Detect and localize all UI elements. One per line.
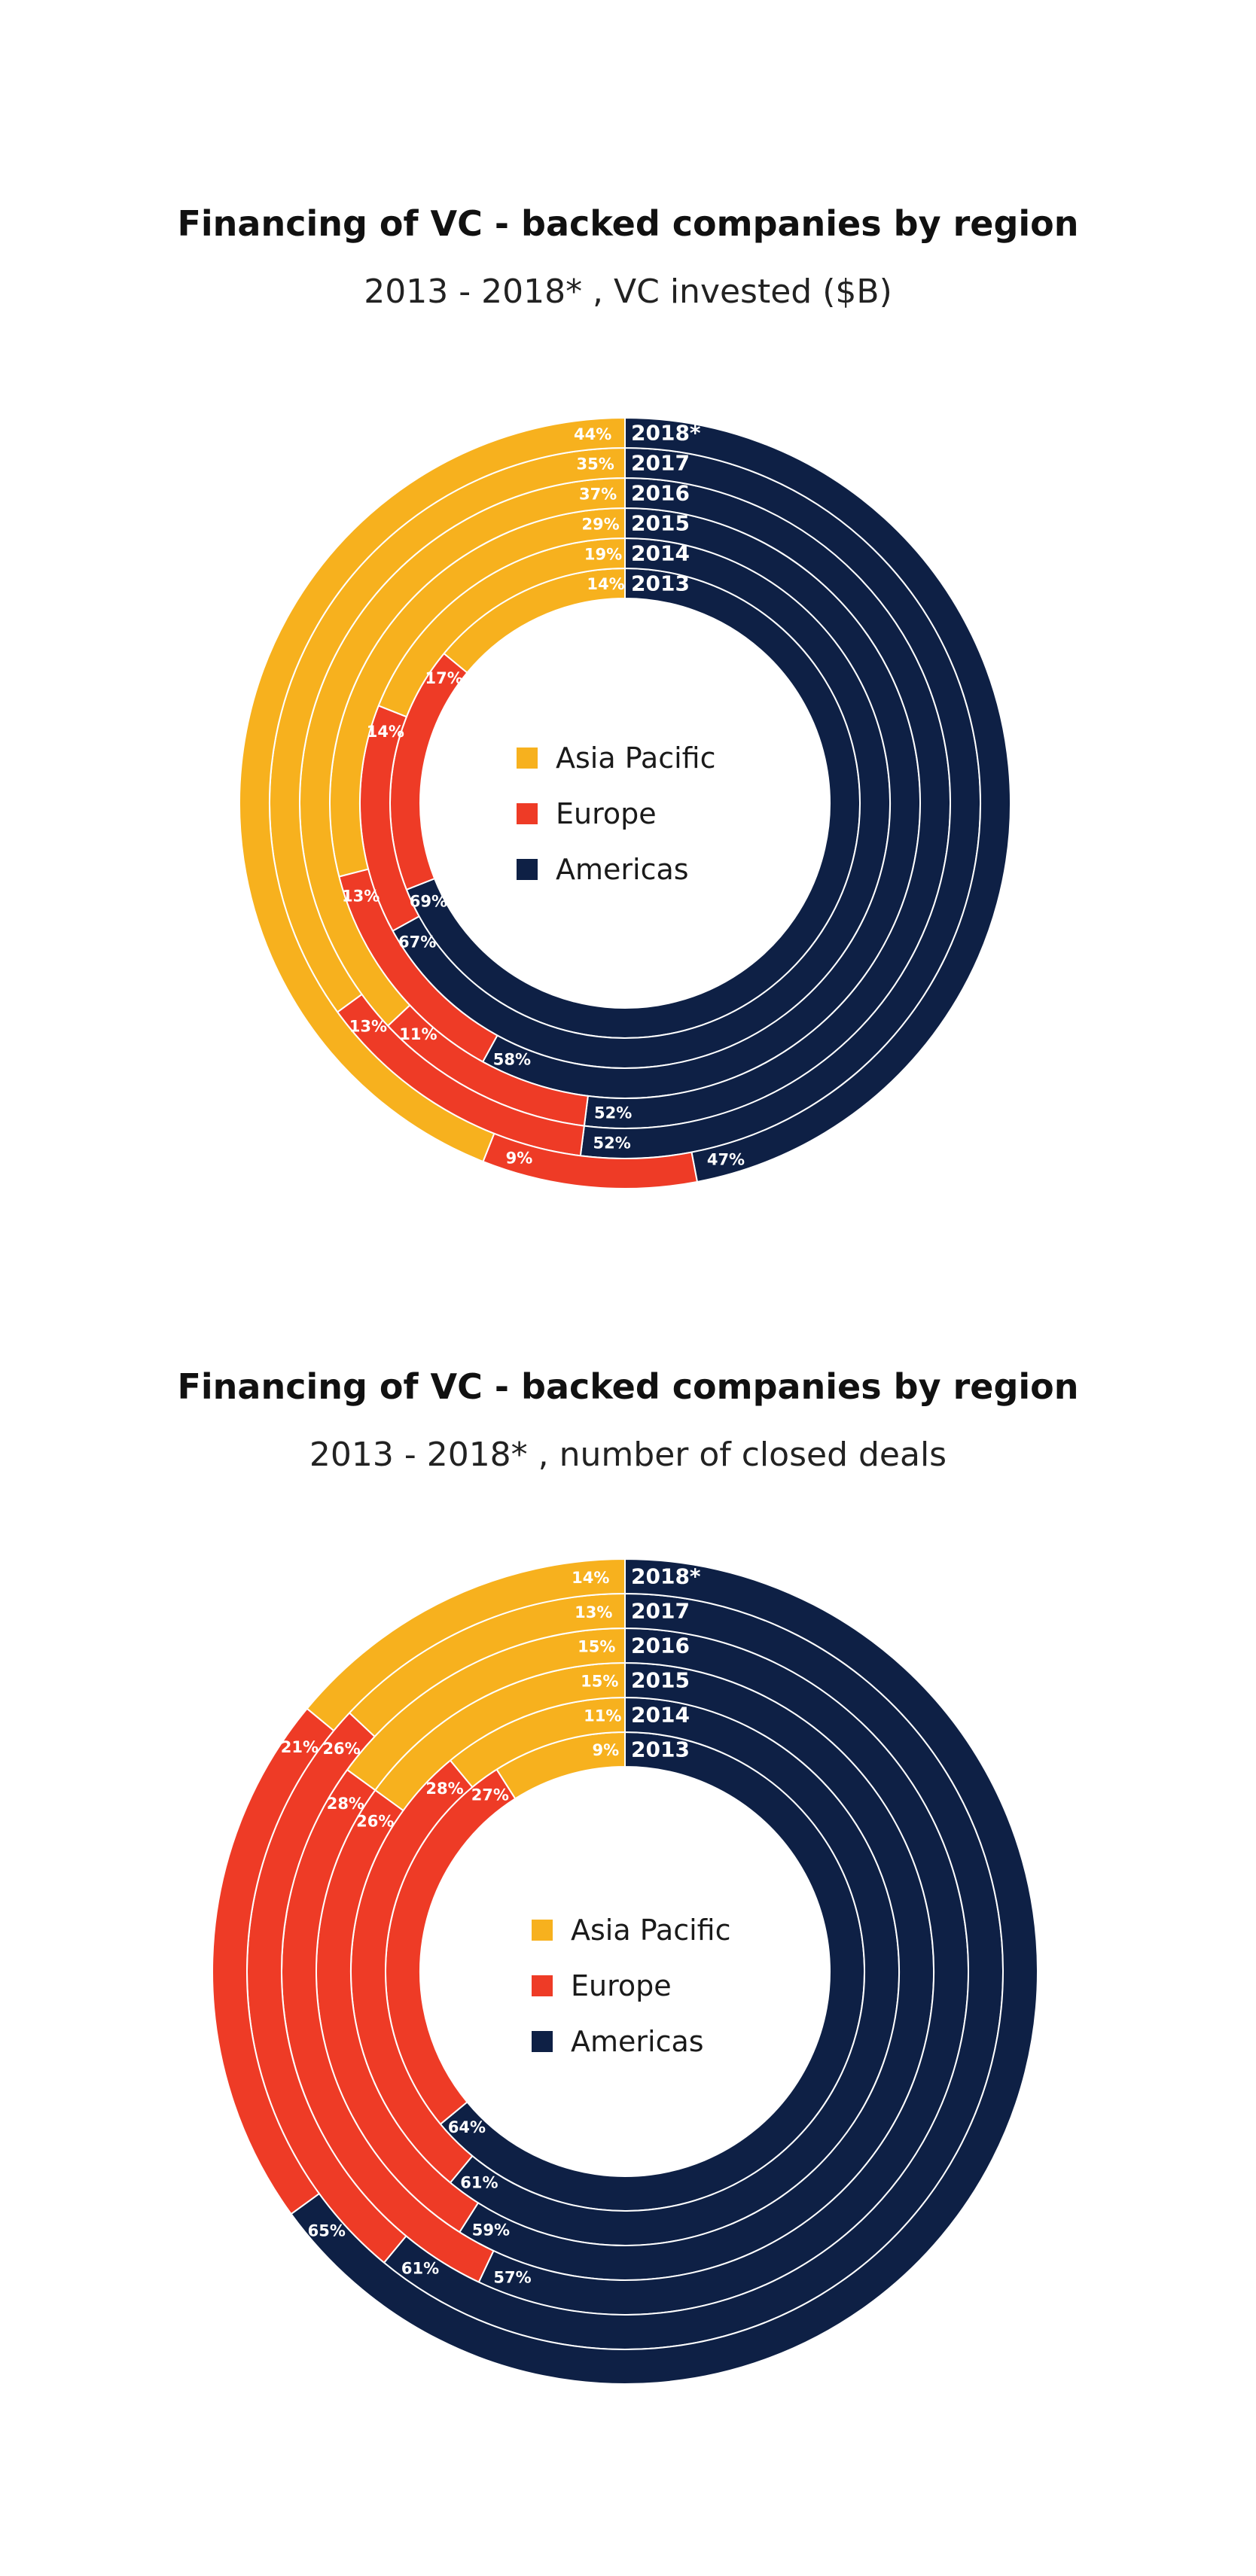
ring-year-label: 2014: [631, 1703, 690, 1728]
chart-legend: Asia Pacific Europe Americas: [517, 730, 716, 897]
chart-subtitle: 2013 - 2018* , number of closed deals: [309, 1436, 947, 1474]
legend-item-americas: Americas: [517, 842, 716, 897]
legend-swatch: [517, 803, 538, 824]
legend-label: Asia Pacific: [571, 1914, 731, 1947]
data-label-americas: 57%: [493, 2268, 531, 2286]
data-label-americas: 47%: [707, 1150, 745, 1168]
data-label-asia-pacific: 11%: [584, 1707, 621, 1725]
legend-label: Americas: [556, 853, 689, 886]
data-label-europe: 21%: [281, 1738, 319, 1756]
data-label-asia-pacific: 29%: [581, 515, 619, 533]
segment-asia-pacific-2018: [238, 416, 626, 1163]
legend-item-europe: Europe: [532, 1958, 731, 2014]
data-label-europe: 11%: [399, 1025, 437, 1043]
legend-label: Americas: [571, 2025, 704, 2058]
data-label-asia-pacific: 15%: [578, 1638, 615, 1656]
legend-swatch: [517, 748, 538, 769]
donut-chart: 69% 17% 14% 2013 67% 14% 19% 2014 58% 13% 29% 2015 5…: [238, 416, 1011, 1189]
data-label-americas: 61%: [460, 2174, 498, 2192]
data-label-americas: 52%: [593, 1134, 631, 1153]
data-label-asia-pacific: 9%: [592, 1741, 619, 1759]
donut-segments: [238, 416, 1011, 1189]
legend-label: Europe: [571, 1969, 672, 2002]
donut-segments: [212, 1557, 1038, 2385]
data-label-asia-pacific: 35%: [576, 455, 614, 473]
legend-swatch: [532, 1920, 553, 1941]
ring-year-label: 2018*: [631, 1564, 701, 1589]
donut-chart: 64% 27% 9% 2013 61% 28% 11% 2014 59% 26% 15% 2015 57…: [212, 1557, 1038, 2385]
data-label-europe: 13%: [342, 888, 380, 906]
donut-labels: 69% 17% 14% 2013 67% 14% 19% 2014 58% 13% 29% 2015 5…: [342, 421, 745, 1169]
legend-swatch: [517, 859, 538, 880]
ring-year-label: 2018*: [631, 421, 701, 446]
ring-year-label: 2016: [631, 481, 690, 506]
data-label-americas: 58%: [493, 1050, 531, 1068]
data-label-europe: 26%: [322, 1740, 360, 1758]
legend-label: Europe: [556, 797, 657, 830]
ring-year-label: 2016: [631, 1634, 690, 1658]
legend-swatch: [532, 1975, 553, 1996]
ring-year-label: 2015: [631, 511, 690, 536]
ring-year-label: 2014: [631, 541, 690, 566]
data-label-europe: 28%: [327, 1795, 364, 1813]
ring-year-label: 2015: [631, 1668, 690, 1693]
data-label-asia-pacific: 13%: [575, 1603, 612, 1621]
donut-labels: 64% 27% 9% 2013 61% 28% 11% 2014 59% 26% 15% 2015 57…: [281, 1564, 701, 2287]
legend-swatch: [532, 2031, 553, 2052]
ring-year-label: 2017: [631, 451, 690, 476]
ring-year-label: 2017: [631, 1599, 690, 1624]
data-label-americas: 67%: [398, 933, 436, 952]
segment-asia-pacific-2018: [306, 1557, 626, 1732]
data-label-asia-pacific: 15%: [581, 1672, 618, 1690]
data-label-americas: 65%: [308, 2221, 346, 2240]
data-label-americas: 69%: [410, 893, 447, 911]
ring-year-label: 2013: [631, 571, 690, 596]
segment-americas-2018: [624, 416, 1011, 1183]
legend-item-asia-pacific: Asia Pacific: [532, 1902, 731, 1958]
data-label-asia-pacific: 14%: [587, 575, 624, 593]
data-label-asia-pacific: 14%: [572, 1569, 609, 1587]
data-label-americas: 52%: [594, 1104, 632, 1122]
data-label-americas: 64%: [448, 2118, 486, 2136]
data-label-asia-pacific: 37%: [579, 486, 617, 504]
data-label-europe: 14%: [367, 723, 404, 741]
data-label-europe: 27%: [471, 1786, 509, 1804]
chart-legend: Asia Pacific Europe Americas: [532, 1902, 731, 2069]
ring-year-label: 2013: [631, 1737, 690, 1762]
data-label-europe: 17%: [425, 669, 463, 687]
chart-vc-invested: Financing of VC - backed companies by re…: [0, 0, 1256, 1242]
legend-item-americas: Americas: [532, 2014, 731, 2069]
chart-title: Financing of VC - backed companies by re…: [177, 1366, 1079, 1407]
legend-label: Asia Pacific: [556, 741, 716, 775]
chart-subtitle: 2013 - 2018* , VC invested ($B): [364, 273, 892, 311]
data-label-europe: 26%: [356, 1813, 394, 1831]
data-label-europe: 13%: [349, 1018, 387, 1036]
chart-closed-deals: Financing of VC - backed companies by re…: [0, 1174, 1256, 2576]
data-label-europe: 28%: [425, 1780, 463, 1798]
legend-item-asia-pacific: Asia Pacific: [517, 730, 716, 786]
chart-title: Financing of VC - backed companies by re…: [177, 203, 1079, 244]
data-label-americas: 59%: [472, 2221, 510, 2240]
data-label-europe: 9%: [506, 1149, 533, 1167]
data-label-asia-pacific: 19%: [584, 545, 622, 563]
segment-americas-2018: [290, 1557, 1038, 2385]
data-label-americas: 61%: [401, 2259, 439, 2277]
legend-item-europe: Europe: [517, 786, 716, 842]
data-label-asia-pacific: 44%: [574, 425, 611, 443]
